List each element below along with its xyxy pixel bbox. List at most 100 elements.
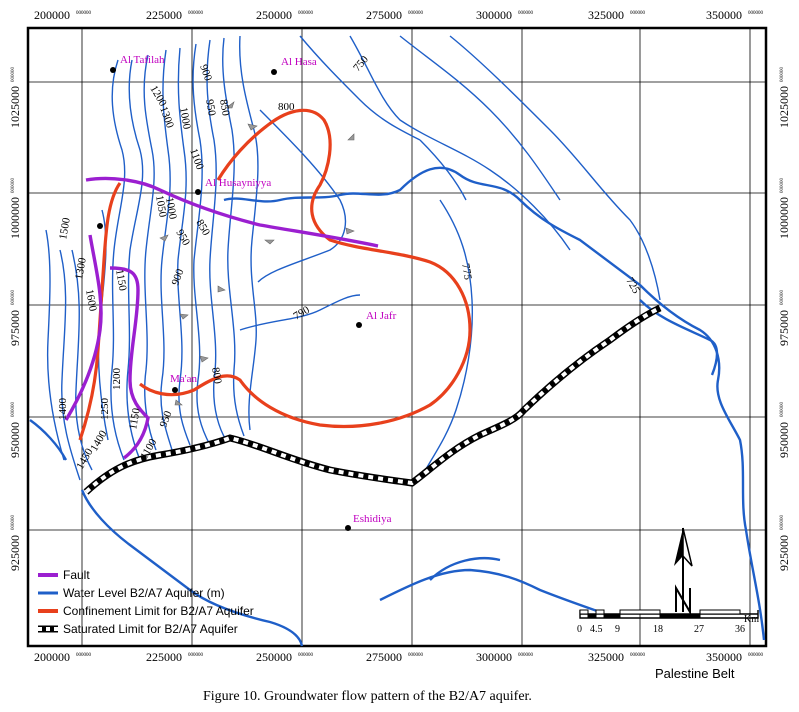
legend-water-level-label: Water Level B2/A7 Aquifer (m) — [63, 586, 225, 600]
wadis — [29, 166, 766, 647]
flow-arrow — [264, 239, 275, 245]
contour-line — [349, 35, 571, 251]
contour-line — [59, 249, 81, 481]
y-tick-sup: 000000 — [780, 515, 785, 531]
flow-arrow — [345, 227, 355, 235]
confinement-limit — [139, 108, 472, 429]
y-tick-sup: 000000 — [11, 402, 16, 418]
contour-line — [192, 43, 211, 446]
y-tick-sup: 000000 — [780, 402, 785, 418]
y-tick-sup: 000000 — [11, 515, 16, 531]
fault-line — [85, 176, 379, 248]
wadi-line — [29, 419, 68, 461]
town-dot — [110, 67, 116, 73]
y-tick-sup: 000000 — [780, 178, 785, 194]
y-tick-sup: 000000 — [11, 178, 16, 194]
town-label: Ma'an — [170, 373, 198, 385]
contour-line — [419, 139, 467, 201]
x-tick-label: 300000 — [476, 8, 512, 22]
contour-line — [143, 54, 157, 451]
flow-arrow — [347, 133, 355, 141]
contour-label: 1150 — [113, 268, 129, 292]
scale-label: 9 — [615, 624, 620, 635]
contour-line — [238, 35, 259, 431]
contour-label: 1300 — [73, 256, 89, 280]
contour-label: 900 — [197, 63, 214, 83]
y-tick-label: 975000 — [777, 310, 791, 346]
y-tick-label: 1025000 — [8, 86, 22, 128]
contour-label: 1050 — [153, 194, 169, 218]
town-dot — [195, 189, 201, 195]
contour-label: 1500 — [57, 216, 73, 240]
contour-labels: 1200 1300 1000 900 950 850 800 750 1100 … — [57, 53, 642, 471]
contour-label: 775 — [459, 262, 474, 281]
contour-line — [257, 109, 347, 283]
legend-saturated-label: Saturated Limit for B2/A7 Aquifer — [63, 622, 238, 636]
y-tick-label: 925000 — [8, 535, 22, 571]
scale-unit: Km — [744, 614, 759, 625]
towns: Al Tafilah Al Hasa Al Husayniyya Al Jafr… — [97, 54, 397, 531]
contour-label: 1000 — [163, 196, 179, 220]
contour-label: 1150 — [127, 407, 143, 431]
town-dot — [345, 525, 351, 531]
legend-confinement-label: Confinement Limit for B2/A7 Aquifer — [63, 604, 254, 618]
fault-line — [109, 266, 150, 460]
town-label: Al Husayniyya — [205, 177, 271, 189]
flow-arrow — [247, 123, 258, 131]
wadi-line — [80, 489, 304, 647]
town-dot — [271, 69, 277, 75]
contour-label: 800 — [209, 366, 224, 385]
saturated-limit — [83, 304, 662, 495]
contour-line — [399, 35, 561, 201]
figure-caption: Figure 10. Groundwater flow pattern of t… — [203, 689, 532, 704]
contour-line — [126, 59, 144, 461]
wadi-line — [429, 557, 501, 581]
x-tick-sup: 000000 — [630, 653, 646, 658]
flow-arrow — [225, 101, 235, 109]
x-tick-sup: 000000 — [188, 653, 204, 658]
y-tick-label: 975000 — [8, 310, 22, 346]
y-tick-label: 1000000 — [777, 197, 791, 239]
x-tick-sup: 000000 — [298, 11, 314, 16]
wadi-line — [379, 568, 601, 614]
x-tick-sup: 000000 — [748, 11, 764, 16]
x-ticks-bottom: 200000 000000 225000 000000 250000 00000… — [34, 650, 764, 664]
wadi-line — [223, 166, 766, 641]
contour-label: 800 — [278, 101, 295, 113]
y-tick-sup: 000000 — [11, 67, 16, 83]
x-tick-sup: 000000 — [298, 653, 314, 658]
flow-arrow — [217, 285, 226, 293]
x-tick-label: 200000 — [34, 8, 70, 22]
legend-fault-label: Fault — [63, 568, 90, 582]
x-tick-label: 250000 — [256, 8, 292, 22]
contour-label: 900 — [170, 267, 187, 287]
x-tick-label: 275000 — [366, 8, 402, 22]
scale-label: 0 — [577, 624, 582, 635]
y-tick-label: 950000 — [8, 422, 22, 458]
contour-line — [206, 39, 227, 441]
scale-label: 27 — [694, 624, 704, 635]
x-tick-sup: 000000 — [408, 653, 424, 658]
y-tick-label: 925000 — [777, 535, 791, 571]
contour-line — [239, 294, 361, 331]
town-label: Al Hasa — [281, 56, 317, 68]
contour-label: 950 — [203, 98, 218, 117]
town-dot — [97, 223, 103, 229]
flow-arrow — [199, 355, 209, 363]
x-tick-label: 225000 — [146, 8, 182, 22]
wadi-line — [639, 299, 719, 376]
x-tick-label: 350000 — [706, 650, 742, 664]
town-label: Al Tafilah — [120, 54, 165, 66]
contour-line — [45, 229, 65, 461]
y-tick-sup: 000000 — [780, 290, 785, 306]
contour-line — [110, 59, 126, 461]
scale-label: 4.5 — [590, 624, 603, 635]
contour-line — [71, 249, 93, 471]
x-ticks-top: 200000 000000 225000 000000 250000 00000… — [34, 8, 764, 22]
flow-arrow — [174, 399, 183, 406]
scale-label: 18 — [653, 624, 663, 635]
coordinate-grid — [28, 28, 766, 646]
faults — [64, 176, 379, 460]
contour-line — [449, 35, 661, 301]
x-tick-label: 275000 — [366, 650, 402, 664]
